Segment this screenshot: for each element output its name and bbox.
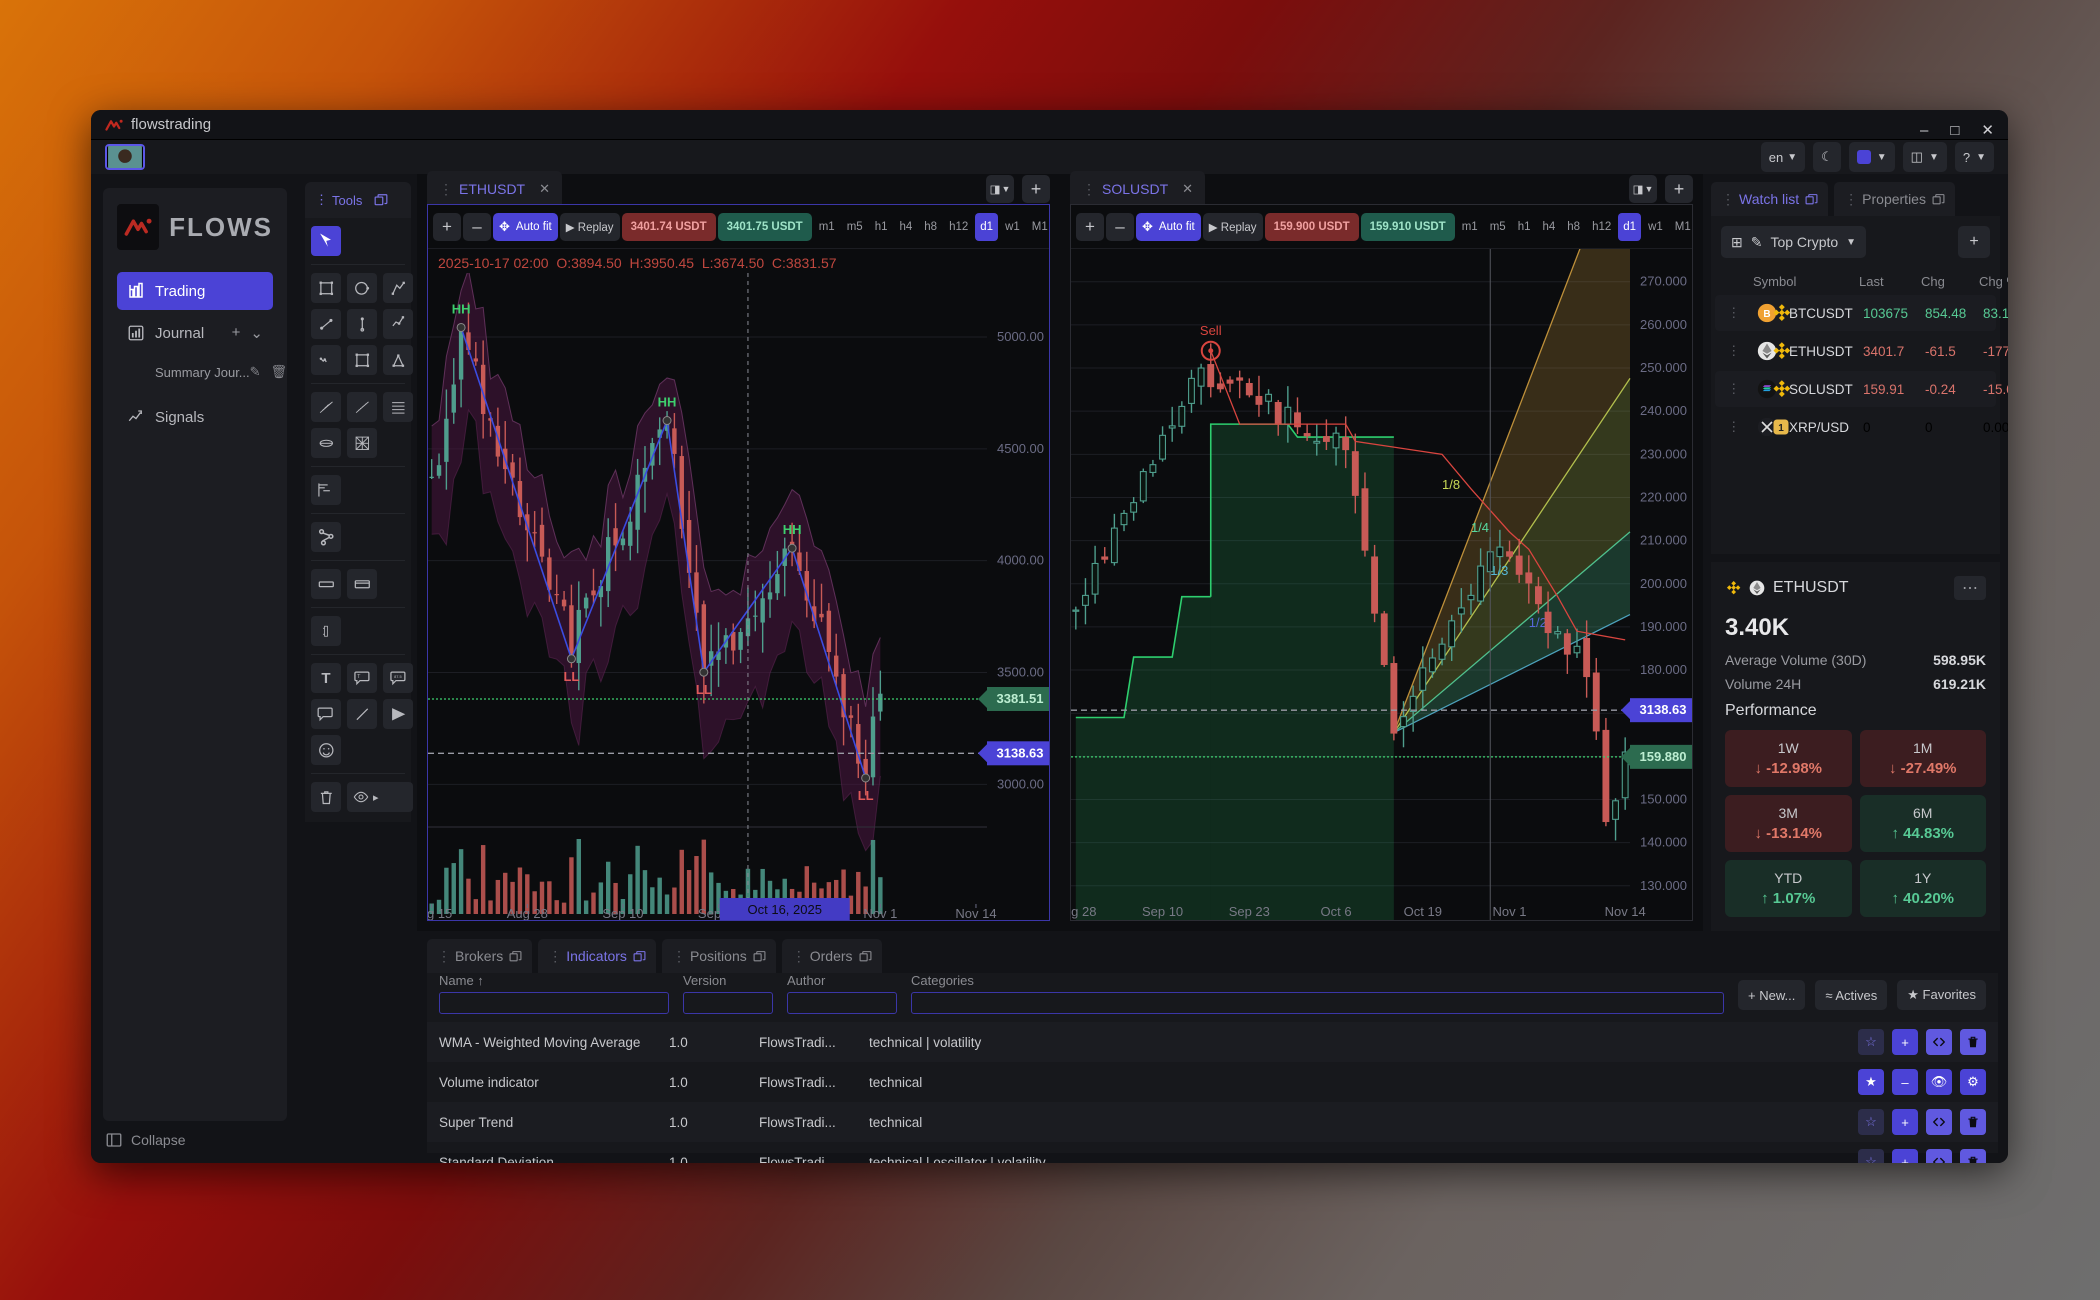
svg-text:3381.51: 3381.51 [997, 691, 1044, 706]
svg-text:180.000: 180.000 [1640, 662, 1687, 677]
svg-text:3500.00: 3500.00 [997, 664, 1044, 679]
svg-text:4000.00: 4000.00 [997, 553, 1044, 568]
svg-text:B: B [1763, 309, 1770, 320]
svg-text:260.000: 260.000 [1640, 317, 1687, 332]
svg-text:1/8: 1/8 [1442, 477, 1460, 492]
svg-text:3138.63: 3138.63 [997, 745, 1044, 760]
svg-text:130.000: 130.000 [1640, 878, 1687, 893]
svg-text:HH: HH [658, 395, 677, 410]
svg-text:240.000: 240.000 [1640, 403, 1687, 418]
svg-text:Nov 14: Nov 14 [955, 906, 996, 920]
svg-text:Oct 19: Oct 19 [1404, 904, 1442, 919]
svg-text:1/2: 1/2 [1529, 615, 1547, 630]
svg-text:Nov 14: Nov 14 [1605, 904, 1646, 919]
svg-text:250.000: 250.000 [1640, 360, 1687, 375]
svg-text:230.000: 230.000 [1640, 446, 1687, 461]
svg-text:HH: HH [783, 522, 802, 537]
svg-text:Sep 10: Sep 10 [602, 906, 643, 920]
svg-text:1: 1 [1778, 423, 1784, 434]
svg-text:200.000: 200.000 [1640, 576, 1687, 591]
svg-text:220.000: 220.000 [1640, 489, 1687, 504]
svg-text:Sep 23: Sep 23 [1229, 904, 1270, 919]
svg-text:T: T [357, 674, 361, 680]
svg-text:140.000: 140.000 [1640, 835, 1687, 850]
svg-text:4500.00: 4500.00 [997, 441, 1044, 456]
svg-text:210.000: 210.000 [1640, 533, 1687, 548]
svg-text:Aug 15: Aug 15 [428, 906, 452, 920]
svg-text:Oct 6: Oct 6 [1321, 904, 1352, 919]
svg-text:Oct 16, 2025: Oct 16, 2025 [748, 902, 822, 917]
svg-text:190.000: 190.000 [1640, 619, 1687, 634]
svg-text:1/4: 1/4 [1471, 520, 1489, 535]
svg-text:Nov 1: Nov 1 [863, 906, 897, 920]
svg-text:150.000: 150.000 [1640, 791, 1687, 806]
svg-text:159.880: 159.880 [1640, 749, 1687, 764]
svg-text:Nov 1: Nov 1 [1493, 904, 1527, 919]
svg-text:Sell: Sell [1200, 323, 1222, 338]
svg-text:270.000: 270.000 [1640, 274, 1687, 289]
svg-text:LL: LL [858, 788, 874, 803]
svg-text:HH: HH [452, 301, 471, 316]
svg-text:LL: LL [563, 669, 579, 684]
svg-text:3138.63: 3138.63 [1640, 702, 1687, 717]
svg-text:LL: LL [696, 682, 712, 697]
svg-text:Aug 28: Aug 28 [1071, 904, 1096, 919]
svg-text:3000.00: 3000.00 [997, 776, 1044, 791]
svg-text:Aug 28: Aug 28 [507, 906, 548, 920]
svg-text:87.5: 87.5 [394, 674, 402, 679]
svg-text:Sep 10: Sep 10 [1142, 904, 1183, 919]
svg-text:5000.00: 5000.00 [997, 329, 1044, 344]
